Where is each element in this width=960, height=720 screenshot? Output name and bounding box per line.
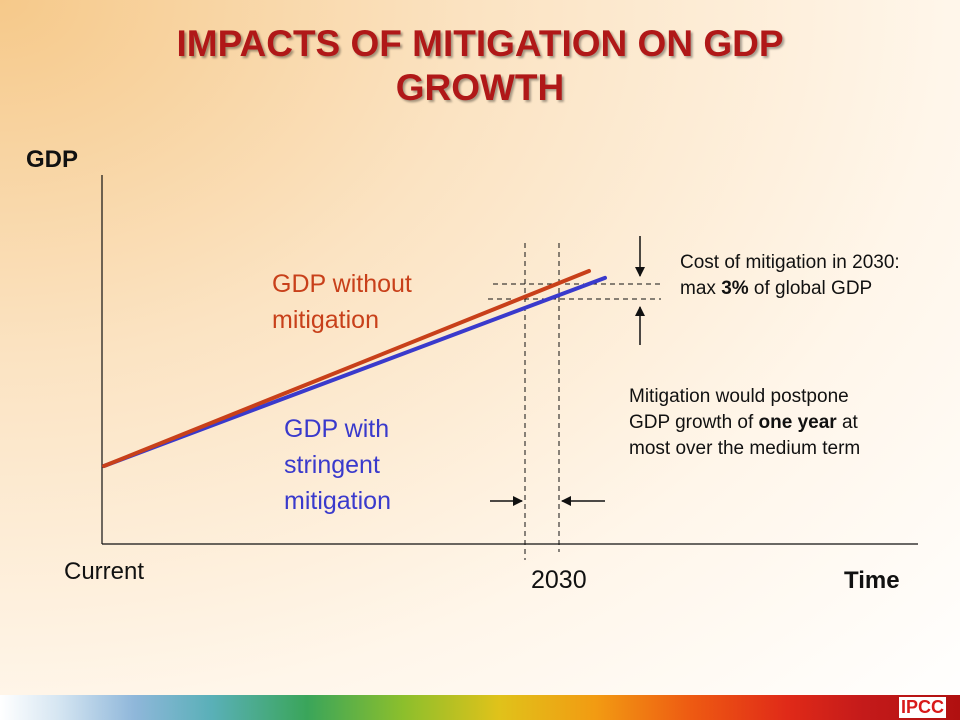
footer-color-bar — [0, 695, 960, 720]
series-label-line: mitigation — [272, 306, 379, 334]
cost-text-bold: 3% — [721, 278, 749, 299]
x-tick-2030: 2030 — [531, 566, 587, 594]
x-axis-label: Time — [844, 567, 900, 594]
y-axis-label: GDP — [26, 146, 79, 173]
postpone-text-pre: Mitigation would postpone GDP growth of — [629, 386, 849, 433]
series-label-line: GDP without — [272, 270, 412, 298]
x-tick-current: Current — [64, 558, 145, 585]
slide-title: IMPACTS OF MITIGATION ON GDP GROWTH — [0, 22, 960, 110]
series-label-line: GDP with — [284, 415, 390, 443]
postpone-text-post: at most over the medium term — [629, 412, 861, 459]
series-label-line: mitigation — [284, 487, 391, 515]
brand-logo-text: IPCC — [898, 697, 946, 718]
title-line-2: GROWTH — [395, 67, 565, 108]
title-line-1: IMPACTS OF MITIGATION ON GDP — [176, 23, 784, 64]
postpone-text-bold: one year — [758, 412, 837, 433]
series-label-line: stringent — [284, 451, 380, 479]
postpone-annotation: Mitigation would postpone GDP growth of … — [629, 384, 889, 462]
cost-annotation: Cost of mitigation in 2030: max 3% of gl… — [680, 250, 920, 302]
series-label-with-mitigation: GDP with stringent mitigation — [284, 411, 454, 519]
series-line-with-mitigation — [102, 275, 607, 468]
cost-text-pre: Cost of mitigation in 2030: max — [680, 252, 900, 299]
cost-text-post: of global GDP — [748, 278, 873, 299]
series-line-without-mitigation — [102, 269, 591, 468]
series-label-without-mitigation: GDP without mitigation — [272, 266, 472, 338]
